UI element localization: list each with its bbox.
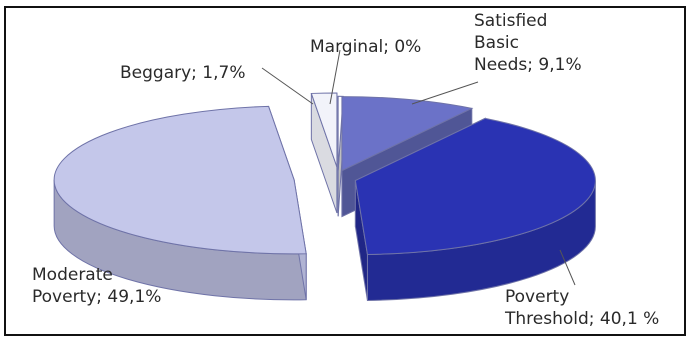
slice-moderate-poverty bbox=[53, 105, 307, 255]
label-satisfied-basic-needs: Satisfied Basic Needs; 9,1% bbox=[474, 10, 582, 76]
leader-line bbox=[261, 67, 314, 105]
label-line: Threshold; 40,1 % bbox=[505, 309, 660, 329]
slice-beggary bbox=[310, 92, 338, 168]
label-marginal: Marginal; 0% bbox=[310, 36, 421, 58]
slice-satisfied-basic-needs bbox=[341, 96, 474, 172]
label-line: Needs; 9,1% bbox=[474, 55, 582, 75]
label-line: Beggary; 1,7% bbox=[120, 63, 246, 83]
leader-line bbox=[329, 49, 341, 105]
slice-poverty-threshold bbox=[354, 117, 596, 255]
label-line: Poverty bbox=[505, 287, 570, 307]
leader-line bbox=[559, 249, 576, 286]
label-poverty-threshold: Poverty Threshold; 40,1 % bbox=[505, 286, 659, 330]
label-line: Basic bbox=[474, 33, 520, 53]
label-line: Satisfied bbox=[474, 11, 548, 31]
label-line: Poverty; 49,1% bbox=[32, 287, 162, 307]
label-line: Marginal; 0% bbox=[310, 37, 422, 57]
label-line: Moderate bbox=[32, 265, 113, 285]
label-moderate-poverty: Moderate Poverty; 49,1% bbox=[32, 264, 161, 308]
leader-line bbox=[411, 81, 479, 105]
label-beggary: Beggary; 1,7% bbox=[120, 62, 246, 84]
